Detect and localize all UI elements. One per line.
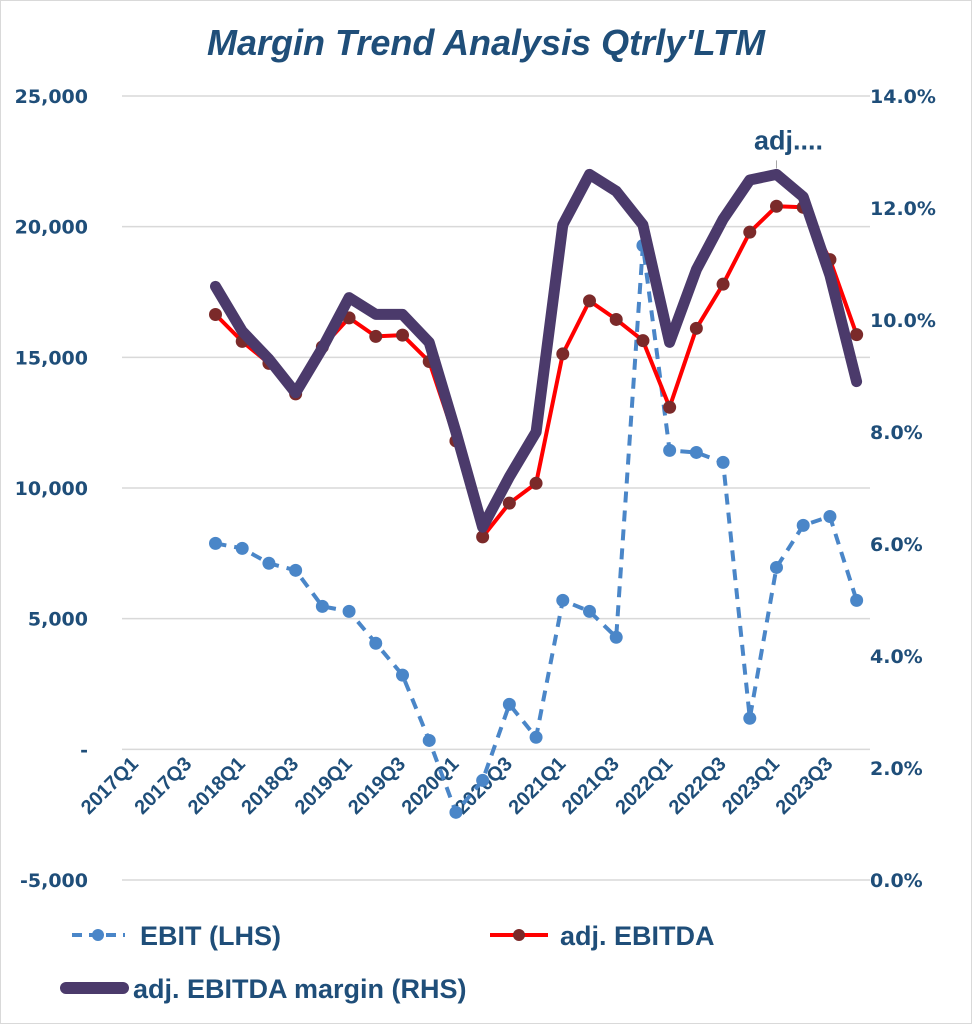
adj-ebitda-point bbox=[663, 400, 677, 414]
adj-ebitda-point bbox=[689, 321, 703, 335]
ebit-point bbox=[556, 593, 570, 607]
ebit-point bbox=[262, 556, 276, 570]
x-axis-tick-label: 2021Q1 bbox=[504, 753, 570, 819]
ebit-point bbox=[716, 455, 730, 469]
legend-marker-ebit bbox=[92, 929, 104, 941]
right-axis-ticks: 0.0% 2.0% 4.0% 6.0% 8.0% 10.0% 12.0% 14.0% bbox=[870, 86, 936, 892]
x-axis-tick-label: 2017Q1 bbox=[77, 753, 143, 819]
ebit-point bbox=[796, 518, 810, 532]
series-lines bbox=[209, 168, 864, 819]
annotation-label: adj.... bbox=[754, 125, 823, 155]
ebit-line bbox=[215, 245, 859, 817]
x-axis-tick-label: 2022Q3 bbox=[665, 753, 731, 819]
ebit-point bbox=[689, 445, 703, 459]
adj-ebitda-point bbox=[636, 334, 650, 348]
right-axis-tick-label: 14.0% bbox=[870, 86, 936, 108]
adj-ebitda-point bbox=[502, 496, 516, 510]
ebit-point bbox=[529, 730, 543, 744]
left-axis-tick-label: -5,000 bbox=[20, 870, 88, 892]
x-axis-tick-label: 2017Q3 bbox=[130, 753, 196, 819]
left-axis-tick-label: - bbox=[80, 739, 88, 761]
right-axis-tick-label: 8.0% bbox=[870, 422, 923, 444]
ebit-point bbox=[369, 636, 383, 650]
right-axis-tick-label: 2.0% bbox=[870, 758, 923, 780]
adj-ebitda-point bbox=[743, 225, 757, 239]
adj-ebitda-point bbox=[369, 329, 383, 343]
ebit-point bbox=[850, 593, 864, 607]
left-axis-tick-label: 20,000 bbox=[15, 217, 88, 239]
legend-label-adj-ebitda-margin: adj. EBITDA margin (RHS) bbox=[133, 974, 467, 1004]
x-axis-tick-label: 2021Q3 bbox=[558, 753, 624, 819]
right-axis-tick-label: 0.0% bbox=[870, 870, 923, 892]
chart-title: Margin Trend Analysis Qtrly'LTM bbox=[207, 22, 766, 63]
ebit-point bbox=[770, 560, 783, 574]
left-axis-tick-label: 25,000 bbox=[15, 86, 88, 108]
left-axis-tick-label: 10,000 bbox=[15, 478, 88, 500]
series-0 bbox=[209, 238, 864, 819]
ebit-point bbox=[743, 711, 757, 725]
right-axis-tick-label: 6.0% bbox=[870, 534, 923, 556]
ebit-point bbox=[449, 805, 463, 819]
x-axis-tick-label: 2019Q3 bbox=[344, 753, 410, 819]
left-axis-tick-label: 15,000 bbox=[15, 347, 88, 369]
ebit-point bbox=[663, 443, 677, 457]
right-axis-tick-label: 12.0% bbox=[870, 198, 936, 220]
legend: EBIT (LHS) adj. EBITDA adj. EBITDA margi… bbox=[60, 921, 715, 1004]
adj-ebitda-point bbox=[770, 199, 783, 213]
x-axis-tick-label: 2022Q1 bbox=[611, 753, 677, 819]
legend-marker-adj-ebitda bbox=[513, 929, 525, 941]
right-axis-tick-label: 10.0% bbox=[870, 310, 936, 332]
legend-label-ebit: EBIT (LHS) bbox=[140, 921, 281, 951]
adj-ebitda-point bbox=[850, 328, 864, 342]
ebit-point bbox=[422, 733, 436, 747]
x-axis-tick-label: 2023Q1 bbox=[718, 753, 784, 819]
ebit-point bbox=[396, 668, 409, 682]
x-axis-tick-label: 2019Q1 bbox=[291, 753, 357, 819]
ebit-point bbox=[583, 604, 596, 618]
ebit-point bbox=[823, 509, 837, 523]
ebit-point bbox=[502, 697, 516, 711]
adj-ebitda-point bbox=[583, 294, 596, 308]
series-2 bbox=[210, 168, 863, 533]
legend-item-adj-ebitda[interactable]: adj. EBITDA bbox=[490, 921, 715, 951]
adj-ebitda-point bbox=[716, 277, 730, 291]
ebit-point bbox=[609, 630, 623, 644]
x-axis-tick-label: 2023Q3 bbox=[772, 753, 838, 819]
legend-item-ebit[interactable]: EBIT (LHS) bbox=[72, 921, 281, 951]
adj-ebitda-point bbox=[209, 307, 222, 321]
ebit-point bbox=[476, 773, 490, 787]
x-axis-tick-label: 2018Q3 bbox=[237, 753, 303, 819]
left-axis-tick-label: 5,000 bbox=[28, 609, 88, 631]
legend-item-adj-ebitda-margin[interactable]: adj. EBITDA margin (RHS) bbox=[60, 974, 467, 1004]
adj-ebitda-point bbox=[609, 312, 623, 326]
adj-ebitda-margin-line bbox=[210, 168, 863, 533]
ebit-point bbox=[209, 536, 222, 550]
ebit-point bbox=[342, 604, 356, 618]
annotations: adj.... bbox=[754, 125, 823, 169]
adj-ebitda-point bbox=[556, 347, 570, 361]
legend-label-adj-ebitda: adj. EBITDA bbox=[560, 921, 715, 951]
ebit-point bbox=[289, 563, 303, 577]
gridlines bbox=[122, 95, 870, 881]
adj-ebitda-point bbox=[396, 328, 409, 342]
right-axis-tick-label: 4.0% bbox=[870, 646, 923, 668]
ebit-point bbox=[315, 599, 329, 613]
x-axis-tick-label: 2018Q1 bbox=[184, 753, 250, 819]
adj-ebitda-point bbox=[529, 476, 543, 490]
ebit-point bbox=[235, 541, 249, 555]
adj-ebitda-point bbox=[476, 530, 490, 544]
